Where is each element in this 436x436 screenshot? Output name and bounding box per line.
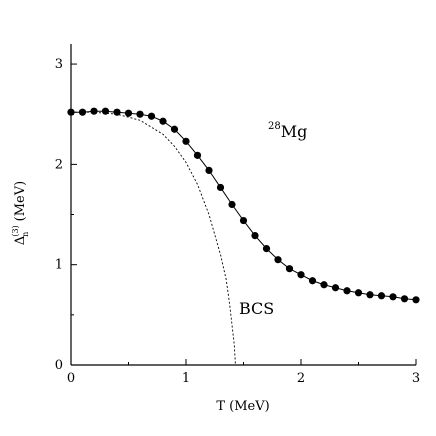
data-point — [78, 108, 87, 116]
series-solid-line — [71, 110, 417, 301]
data-point — [389, 293, 397, 301]
y-axis-label-subscript: n — [21, 232, 30, 237]
y-tick-label: 2 — [55, 157, 63, 172]
data-point — [124, 109, 133, 117]
x-tick-label: 2 — [297, 371, 305, 386]
x-tick-label: 3 — [412, 371, 420, 386]
bcs-label: BCS — [239, 299, 274, 318]
data-point — [159, 117, 167, 125]
data-point — [331, 284, 340, 292]
data-point — [228, 200, 236, 209]
y-axis-label-unit: (MeV) — [13, 181, 28, 222]
nucleus-annotation: 28Mg — [268, 121, 307, 141]
y-axis-label-symbol: Δ — [13, 236, 28, 245]
data-point — [182, 137, 190, 145]
data-point — [239, 216, 248, 225]
series-bcs-dashed-line — [71, 111, 236, 366]
data-point — [377, 292, 386, 300]
data-point — [136, 110, 144, 118]
data-point — [320, 281, 328, 289]
data-point — [366, 291, 374, 299]
y-axis-label: Δn(3) (MeV) — [11, 181, 30, 245]
data-point — [170, 125, 179, 133]
nucleus-symbol: Mg — [281, 122, 308, 141]
y-tick-label: 1 — [55, 258, 63, 273]
data-point — [147, 112, 156, 120]
data-point — [285, 265, 294, 273]
series — [67, 107, 420, 366]
data-point — [354, 289, 363, 297]
data-point — [343, 287, 351, 295]
y-tick-label: 0 — [55, 358, 63, 373]
y-axis-label-superscript: (3) — [11, 225, 20, 236]
data-point — [193, 151, 202, 159]
ticks: 0 1 2 3 0 1 2 3 — [55, 57, 420, 386]
nucleus-mass-number: 28 — [268, 121, 281, 132]
data-point — [274, 256, 282, 264]
x-tick-label: 0 — [67, 371, 75, 386]
data-point — [262, 245, 271, 253]
data-point — [216, 183, 225, 192]
data-point — [205, 166, 213, 174]
data-point — [90, 107, 98, 115]
data-point — [308, 277, 317, 285]
data-point — [297, 271, 305, 279]
data-point — [251, 231, 259, 240]
x-tick-label: 1 — [182, 371, 190, 386]
y-tick-label: 3 — [55, 57, 63, 72]
x-axis-label: T (MeV) — [216, 399, 269, 414]
data-point — [412, 296, 420, 304]
data-point — [400, 295, 409, 303]
